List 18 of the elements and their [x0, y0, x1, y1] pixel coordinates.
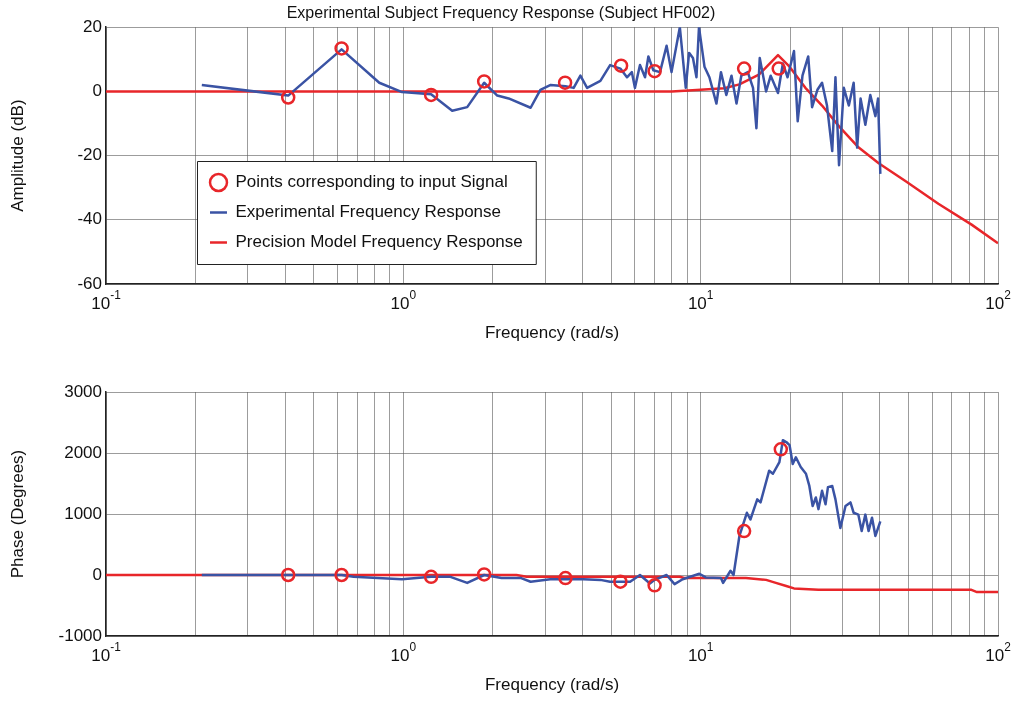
y-tick-label: -40 — [77, 209, 102, 229]
y-tick-label: 2000 — [64, 442, 102, 462]
y-tick-label: -60 — [77, 273, 102, 293]
legend-label: Precision Model Frequency Response — [235, 232, 523, 252]
y-tick-label: 0 — [92, 564, 102, 584]
chart-title: Experimental Subject Frequency Response (Subject HF002) — [286, 4, 716, 22]
x-axis-title: Frequency (rad/s) — [484, 675, 620, 695]
legend-label: Experimental Frequency Response — [235, 202, 502, 222]
y-tick-label: 1000 — [64, 503, 102, 523]
y-tick-label: 3000 — [64, 381, 102, 401]
y-tick-label: 20 — [83, 16, 102, 36]
y-tick-label: -1000 — [58, 625, 102, 645]
y-tick-label: -20 — [77, 145, 102, 165]
y-axis-title: Amplitude (dB) — [7, 99, 27, 212]
legend-label: Points corresponding to input Signal — [235, 172, 508, 192]
x-axis-title: Frequency (rad/s) — [484, 323, 620, 343]
y-axis-title: Phase (Degrees) — [7, 449, 27, 579]
y-tick-label: 0 — [92, 81, 102, 101]
